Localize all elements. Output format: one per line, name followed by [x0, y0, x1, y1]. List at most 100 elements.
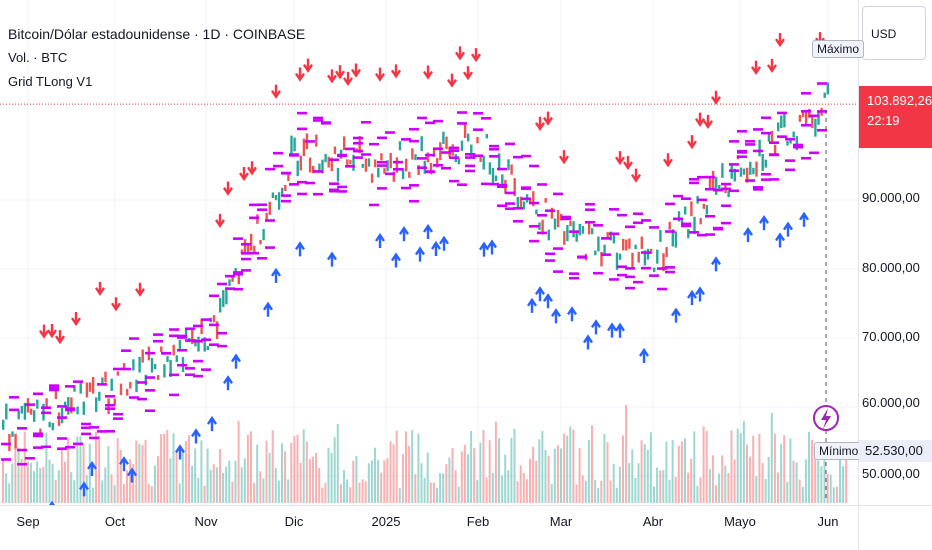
volume-bar [733, 459, 736, 503]
symbol-title[interactable]: Bitcoin/Dólar estadounidense · 1D · COIN… [8, 26, 306, 42]
volume-bar [721, 455, 724, 503]
grid-marker [641, 266, 651, 270]
volume-bar [200, 440, 203, 503]
candle [587, 221, 591, 235]
candle [101, 377, 104, 384]
candle [389, 153, 392, 169]
volume-bar [367, 463, 370, 503]
volume-bar [119, 449, 122, 503]
grid-marker [457, 183, 467, 186]
sell-arrow [703, 114, 713, 129]
grid-marker [217, 331, 227, 335]
grid-marker [585, 220, 595, 224]
grid-marker [129, 337, 139, 340]
price-plot[interactable] [0, 0, 858, 505]
volume-bar [491, 473, 494, 503]
last-price-tag: 103.892,26 22:19 [859, 86, 932, 148]
grid-marker [65, 408, 75, 412]
candle [640, 236, 643, 249]
volume-bar [417, 433, 420, 503]
grid-marker [441, 166, 451, 170]
volume-bar [693, 431, 696, 503]
sell-arrow [271, 84, 281, 99]
candle [246, 244, 250, 253]
volume-bar [522, 472, 525, 503]
sell-arrow [455, 46, 465, 61]
grid-marker [169, 373, 179, 377]
candle [290, 135, 293, 154]
candle [11, 431, 14, 437]
volume-bar [618, 466, 621, 503]
volume-bar [529, 458, 531, 503]
candle [746, 167, 749, 183]
grid-marker [465, 169, 475, 173]
candle [343, 136, 346, 151]
volume-bar [358, 482, 361, 503]
grid-marker [321, 121, 331, 124]
volume-bar [327, 447, 330, 503]
grid-marker [601, 237, 611, 240]
volume-bar [612, 464, 615, 503]
candle [380, 153, 383, 161]
grid-marker [353, 141, 363, 145]
volume-bar [259, 471, 262, 503]
grid-marker [721, 187, 731, 191]
candle [39, 428, 42, 433]
grid-marker [249, 216, 259, 220]
candle [51, 422, 54, 431]
volume-bar [432, 482, 435, 503]
candle [116, 371, 120, 376]
volume-indicator-label[interactable]: Vol. · BTC [8, 50, 68, 65]
grid-marker [185, 367, 195, 370]
volume-bar [473, 448, 476, 503]
candle [718, 184, 721, 191]
grid-marker [585, 203, 595, 206]
grid-marker [689, 178, 699, 181]
volume-bar [547, 456, 550, 503]
volume-bar [271, 430, 274, 503]
x-tick-label: Sep [16, 514, 40, 529]
candle [420, 136, 423, 152]
volume-bar [696, 485, 699, 503]
volume-bar [405, 431, 407, 503]
volume-bar [296, 434, 299, 503]
grid-marker [617, 265, 627, 269]
x-tick-label: Feb [466, 514, 490, 529]
grid-marker [193, 324, 203, 328]
candle [460, 140, 464, 151]
candle [64, 401, 67, 408]
grid-marker [345, 164, 355, 168]
candle [649, 248, 653, 255]
grid-marker [593, 271, 603, 275]
volume-bar [54, 479, 57, 503]
candle [687, 228, 690, 239]
volume-bar [702, 426, 705, 503]
grid-marker [233, 237, 243, 240]
grid-marker [729, 163, 739, 166]
grid-marker [561, 215, 571, 219]
grid-marker [801, 156, 811, 160]
buy-arrow [263, 301, 273, 317]
currency-selector[interactable]: USD [862, 6, 926, 60]
grid-marker [57, 447, 67, 450]
candle [662, 253, 665, 272]
grid-marker [153, 333, 163, 336]
candle [150, 357, 154, 373]
candle [770, 130, 774, 145]
candle [243, 239, 247, 254]
volume-bar [445, 464, 448, 503]
candle [470, 144, 473, 157]
volume-bar [758, 433, 761, 503]
grid-indicator-label[interactable]: Grid TLong V1 [8, 74, 93, 89]
candle [792, 131, 795, 138]
volume-bar [556, 445, 559, 503]
grid-marker [97, 383, 107, 386]
grid-marker [465, 153, 475, 156]
buy-arrow [327, 251, 337, 267]
volume-bar [141, 444, 144, 503]
x-tick-label: Oct [104, 514, 126, 529]
x-tick-label: Mayo [724, 514, 756, 529]
candle [529, 198, 532, 203]
grid-marker [761, 116, 771, 120]
volume-bar [705, 430, 708, 503]
